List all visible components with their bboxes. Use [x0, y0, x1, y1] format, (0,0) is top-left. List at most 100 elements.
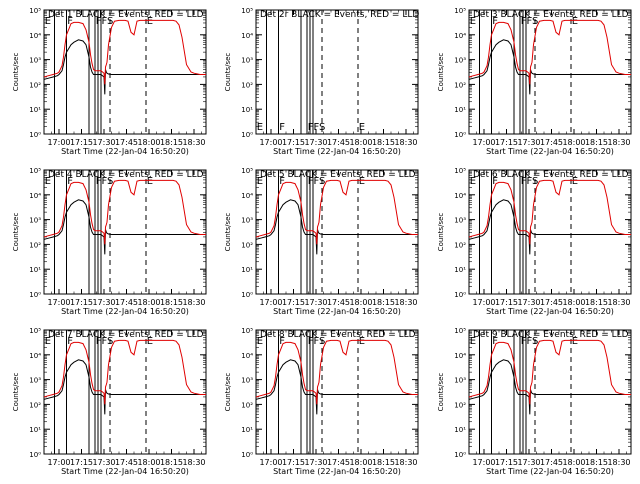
- panel-title: Det 2r BLACK = Events, RED = LLD: [260, 10, 419, 20]
- x-tick-label: 17:00: [259, 458, 282, 467]
- event-marker-letter: E: [147, 16, 153, 27]
- x-tick-label: 18:00: [137, 458, 160, 467]
- event-marker-letter: S: [319, 336, 325, 347]
- y-tick-label: 10¹: [29, 426, 41, 434]
- x-tick-label: 18:15: [585, 138, 608, 147]
- y-tick-label: 10¹: [241, 266, 253, 274]
- plot-frame: [43, 329, 207, 455]
- x-tick-label: 18:15: [160, 458, 183, 467]
- x-tick-label: 17:15: [70, 298, 93, 307]
- x-tick-label: 18:15: [372, 298, 395, 307]
- event-marker-letter: F: [67, 176, 73, 187]
- x-tick-label: 17:45: [327, 458, 350, 467]
- x-axis-label: Start Time (22-Jan-04 16:50:20): [61, 467, 189, 476]
- x-tick-label: 17:00: [259, 138, 282, 147]
- x-tick-label: 17:00: [47, 298, 70, 307]
- x-axis-label: Start Time (22-Jan-04 16:50:20): [61, 147, 189, 156]
- x-tick-label: 17:30: [517, 138, 540, 147]
- y-tick-label: 10⁰: [29, 451, 41, 459]
- x-tick-label: 18:30: [607, 298, 630, 307]
- panel-title: Det 6 BLACK = Events, RED = LLD: [473, 170, 629, 180]
- panel-1: Det 1 BLACK = Events, RED = LLD 10⁰ 10¹ 10²…: [12, 7, 207, 156]
- event-marker-letter: E: [359, 336, 365, 347]
- x-tick-label: 17:15: [282, 458, 305, 467]
- plot-frame: [255, 9, 419, 135]
- panel-6: Det 6 BLACK = Events, RED = LLD 10⁰ 10¹ 10²…: [437, 167, 632, 316]
- event-marker-letter: FF: [521, 176, 533, 187]
- y-tick-label: 10¹: [454, 426, 466, 434]
- y-tick-label: 10³: [454, 57, 466, 65]
- x-tick-label: 18:15: [585, 298, 608, 307]
- y-tick-label: 10⁰: [454, 451, 466, 459]
- event-marker-letter: F: [492, 16, 498, 27]
- y-tick-label: 10²: [29, 241, 41, 249]
- x-tick-label: 17:30: [517, 298, 540, 307]
- x-tick-label: 18:30: [182, 458, 205, 467]
- y-tick-label: 10⁰: [241, 451, 253, 459]
- y-tick-label: 10⁵: [454, 7, 466, 15]
- y-tick-label: 10⁰: [29, 291, 41, 299]
- x-tick-label: 17:00: [47, 138, 70, 147]
- event-marker-letter: FF: [521, 336, 533, 347]
- panel-7: Det 7 BLACK = Events, RED = LLD 10⁰ 10¹ 10²…: [12, 327, 207, 476]
- events-series-line: [43, 199, 206, 255]
- y-tick-label: 10⁴: [29, 352, 41, 360]
- event-marker-letter: FF: [96, 176, 108, 187]
- x-tick-label: 17:00: [259, 298, 282, 307]
- events-series-line: [468, 359, 631, 415]
- events-series-line: [255, 199, 418, 255]
- x-tick-label: 17:15: [282, 298, 305, 307]
- event-marker-letter: E: [257, 176, 263, 187]
- event-marker-letter: E: [45, 336, 51, 347]
- x-tick-label: 17:45: [115, 458, 138, 467]
- x-tick-label: 17:30: [304, 138, 327, 147]
- y-tick-label: 10⁴: [454, 192, 466, 200]
- x-tick-label: 18:30: [394, 138, 417, 147]
- y-tick-label: 10²: [29, 401, 41, 409]
- panel-3: Det 3 BLACK = Events, RED = LLD 10⁰ 10¹ 10²…: [437, 7, 632, 156]
- panel-title: Det 4 BLACK = Events, RED = LLD: [48, 170, 204, 180]
- y-tick-label: 10¹: [454, 266, 466, 274]
- event-marker-letter: E: [572, 16, 578, 27]
- y-tick-label: 10²: [454, 241, 466, 249]
- event-marker-letter: S: [532, 336, 538, 347]
- y-tick-label: 10²: [454, 81, 466, 89]
- y-tick-label: 10⁵: [454, 327, 466, 335]
- plot-frame: [43, 9, 207, 135]
- x-tick-label: 18:00: [137, 138, 160, 147]
- events-series-line: [43, 359, 206, 415]
- y-tick-label: 10⁴: [241, 352, 253, 360]
- y-tick-label: 10³: [241, 377, 253, 385]
- event-marker-letter: S: [532, 16, 538, 27]
- lld-series-line: [43, 19, 206, 85]
- event-marker-letter: E: [359, 176, 365, 187]
- event-marker-letter: F: [67, 16, 73, 27]
- x-tick-label: 18:15: [160, 138, 183, 147]
- lld-series-line: [255, 339, 418, 405]
- event-marker-letter: E: [470, 176, 476, 187]
- plot-frame: [255, 169, 419, 295]
- y-tick-label: 10⁵: [29, 327, 41, 335]
- x-axis-label: Start Time (22-Jan-04 16:50:20): [273, 147, 401, 156]
- plot-frame: [255, 329, 419, 455]
- x-axis-label: Start Time (22-Jan-04 16:50:20): [61, 307, 189, 316]
- event-marker-letter: E: [147, 176, 153, 187]
- event-marker-letter: S: [107, 16, 113, 27]
- event-marker-letter: FF: [308, 122, 320, 133]
- x-tick-label: 17:00: [472, 138, 495, 147]
- y-tick-label: 10⁵: [29, 7, 41, 15]
- x-tick-label: 18:00: [137, 298, 160, 307]
- y-axis-label: Counts/sec: [437, 373, 445, 412]
- y-tick-label: 10⁴: [241, 192, 253, 200]
- panel-title: Det 9 BLACK = Events, RED = LLD: [473, 330, 629, 340]
- y-tick-label: 10²: [29, 81, 41, 89]
- x-tick-label: 17:45: [115, 298, 138, 307]
- y-tick-label: 10⁴: [454, 352, 466, 360]
- y-tick-label: 10³: [454, 377, 466, 385]
- events-series-line: [468, 39, 631, 95]
- y-tick-label: 10²: [241, 401, 253, 409]
- y-axis-label: Counts/sec: [437, 53, 445, 92]
- x-tick-label: 18:30: [182, 298, 205, 307]
- x-tick-label: 17:30: [92, 458, 115, 467]
